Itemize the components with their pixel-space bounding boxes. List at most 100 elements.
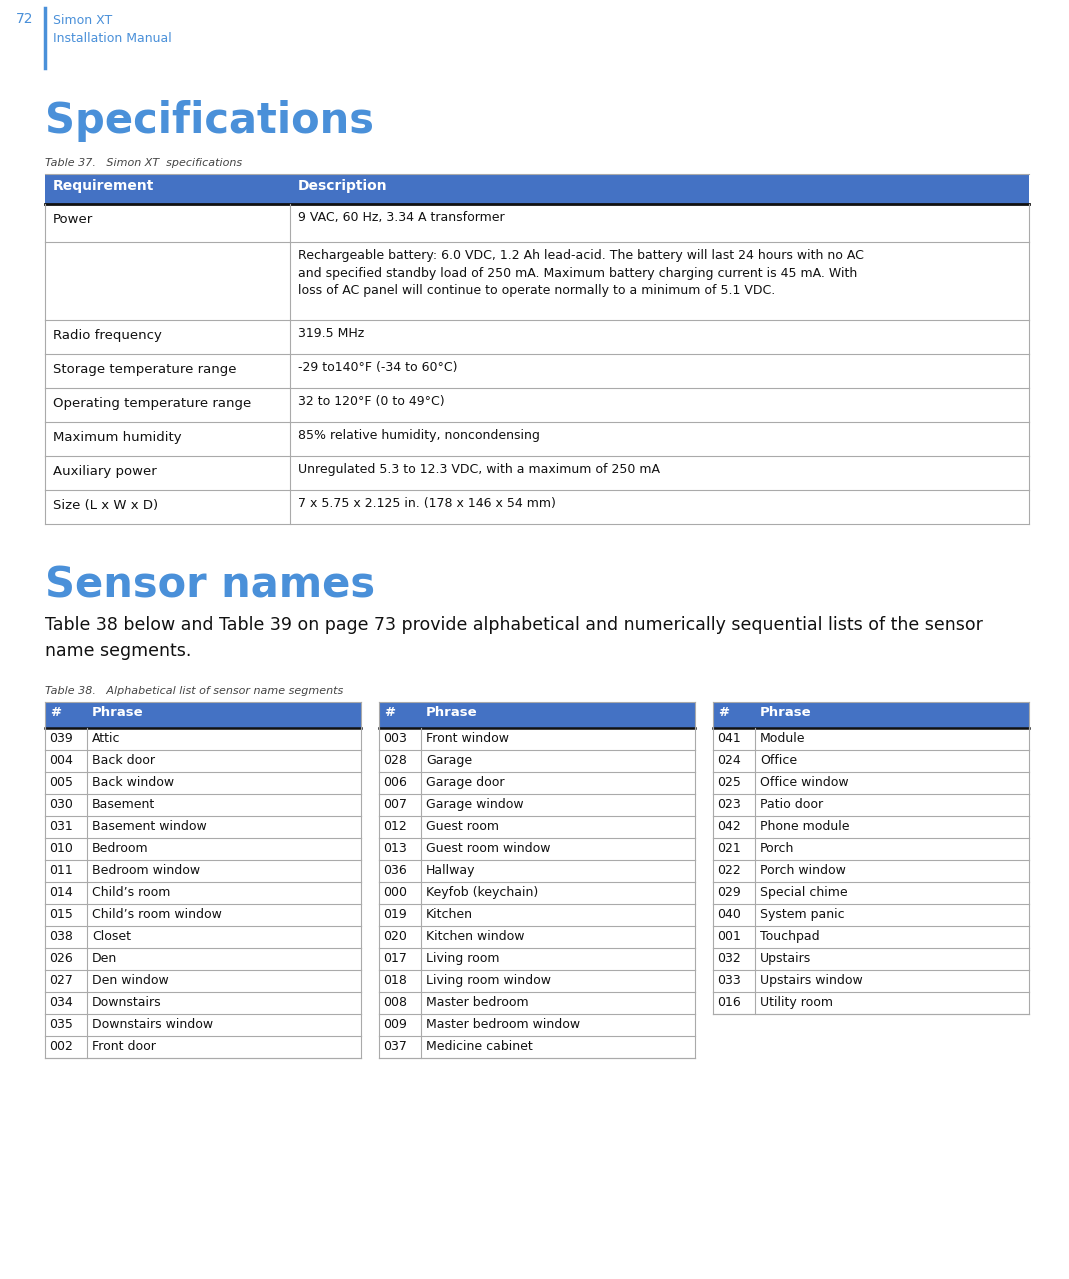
Text: Description: Description: [298, 179, 388, 193]
Text: Operating temperature range: Operating temperature range: [53, 396, 251, 411]
Text: Den: Den: [92, 952, 118, 964]
Text: 039: 039: [49, 732, 73, 744]
Text: Garage window: Garage window: [427, 798, 524, 811]
Text: 040: 040: [717, 908, 741, 921]
Text: 006: 006: [383, 776, 407, 789]
Text: 041: 041: [717, 732, 741, 744]
Text: Power: Power: [53, 214, 93, 226]
Text: 015: 015: [49, 908, 73, 921]
Text: Special chime: Special chime: [760, 886, 848, 899]
Text: 036: 036: [383, 865, 406, 877]
Text: 32 to 120°F (0 to 49°C): 32 to 120°F (0 to 49°C): [298, 395, 445, 408]
Text: Front window: Front window: [427, 732, 509, 744]
Text: Master bedroom: Master bedroom: [427, 996, 529, 1009]
Text: 9 VAC, 60 Hz, 3.34 A transformer: 9 VAC, 60 Hz, 3.34 A transformer: [298, 211, 505, 224]
Text: Keyfob (keychain): Keyfob (keychain): [427, 886, 539, 899]
Text: Requirement: Requirement: [53, 179, 154, 193]
Text: Child’s room: Child’s room: [92, 886, 170, 899]
Text: 001: 001: [717, 930, 741, 943]
Text: 008: 008: [383, 996, 407, 1009]
Text: Basement: Basement: [92, 798, 155, 811]
Text: 319.5 MHz: 319.5 MHz: [298, 327, 365, 340]
Text: Sensor names: Sensor names: [45, 564, 375, 606]
Text: Upstairs window: Upstairs window: [760, 975, 863, 987]
Text: Living room: Living room: [427, 952, 499, 964]
Text: 035: 035: [49, 1018, 73, 1031]
Text: Phrase: Phrase: [92, 706, 143, 719]
Text: Table 38.   Alphabetical list of sensor name segments: Table 38. Alphabetical list of sensor na…: [45, 686, 343, 696]
Text: Specifications: Specifications: [45, 100, 374, 142]
Text: 025: 025: [717, 776, 741, 789]
Text: Porch window: Porch window: [760, 865, 846, 877]
Text: #: #: [50, 706, 61, 719]
Text: 017: 017: [383, 952, 407, 964]
Text: Back door: Back door: [92, 755, 155, 767]
Bar: [45, 702, 361, 728]
Text: 033: 033: [717, 975, 741, 987]
Text: 034: 034: [49, 996, 73, 1009]
Text: 7 x 5.75 x 2.125 in. (178 x 146 x 54 mm): 7 x 5.75 x 2.125 in. (178 x 146 x 54 mm): [298, 498, 556, 510]
Text: Bedroom: Bedroom: [92, 842, 149, 854]
Text: Kitchen: Kitchen: [427, 908, 472, 921]
Text: Child’s room window: Child’s room window: [92, 908, 222, 921]
Text: System panic: System panic: [760, 908, 845, 921]
Text: -29 to140°F (-34 to 60°C): -29 to140°F (-34 to 60°C): [298, 361, 458, 373]
Bar: [713, 702, 1029, 728]
Text: Phrase: Phrase: [427, 706, 478, 719]
Text: 005: 005: [49, 776, 73, 789]
Text: Touchpad: Touchpad: [760, 930, 820, 943]
Text: Bedroom window: Bedroom window: [92, 865, 200, 877]
Text: Living room window: Living room window: [427, 975, 551, 987]
Text: Den window: Den window: [92, 975, 169, 987]
Text: 85% relative humidity, noncondensing: 85% relative humidity, noncondensing: [298, 428, 540, 443]
Text: 014: 014: [49, 886, 73, 899]
Text: Kitchen window: Kitchen window: [427, 930, 525, 943]
Text: Front door: Front door: [92, 1040, 156, 1053]
Text: 003: 003: [383, 732, 407, 744]
Text: 038: 038: [49, 930, 73, 943]
Bar: [379, 702, 695, 728]
Text: 032: 032: [717, 952, 741, 964]
Text: Office window: Office window: [760, 776, 849, 789]
Text: Size (L x W x D): Size (L x W x D): [53, 499, 158, 512]
Text: 007: 007: [383, 798, 407, 811]
Text: Module: Module: [760, 732, 806, 744]
Text: 028: 028: [383, 755, 407, 767]
Text: Office: Office: [760, 755, 797, 767]
Text: Hallway: Hallway: [427, 865, 476, 877]
Text: Back window: Back window: [92, 776, 174, 789]
Text: 027: 027: [49, 975, 73, 987]
Text: 002: 002: [49, 1040, 73, 1053]
Bar: [45, 174, 1029, 203]
Text: Downstairs: Downstairs: [92, 996, 161, 1009]
Text: 012: 012: [383, 820, 406, 833]
Text: Storage temperature range: Storage temperature range: [53, 363, 236, 376]
Text: #: #: [384, 706, 396, 719]
Text: Upstairs: Upstairs: [760, 952, 811, 964]
Text: Simon XT: Simon XT: [53, 14, 112, 27]
Text: Guest room: Guest room: [427, 820, 499, 833]
Text: Maximum humidity: Maximum humidity: [53, 431, 182, 444]
Text: Porch: Porch: [760, 842, 794, 854]
Text: Phrase: Phrase: [760, 706, 811, 719]
Text: Medicine cabinet: Medicine cabinet: [427, 1040, 532, 1053]
Text: Phone module: Phone module: [760, 820, 850, 833]
Text: Garage: Garage: [427, 755, 472, 767]
Text: 016: 016: [717, 996, 741, 1009]
Text: Guest room window: Guest room window: [427, 842, 551, 854]
Text: 020: 020: [383, 930, 407, 943]
Text: 024: 024: [717, 755, 741, 767]
Text: 023: 023: [717, 798, 741, 811]
Text: 013: 013: [383, 842, 406, 854]
Text: 022: 022: [717, 865, 741, 877]
Text: 031: 031: [49, 820, 73, 833]
Text: Downstairs window: Downstairs window: [92, 1018, 213, 1031]
Text: 030: 030: [49, 798, 73, 811]
Text: Radio frequency: Radio frequency: [53, 329, 161, 341]
Text: Utility room: Utility room: [760, 996, 833, 1009]
Text: Auxiliary power: Auxiliary power: [53, 466, 157, 478]
Text: 72: 72: [15, 12, 33, 26]
Text: 037: 037: [383, 1040, 407, 1053]
Text: Table 38 below and Table 39 on page 73 provide alphabetical and numerically sequ: Table 38 below and Table 39 on page 73 p…: [45, 616, 982, 660]
Text: #: #: [718, 706, 729, 719]
